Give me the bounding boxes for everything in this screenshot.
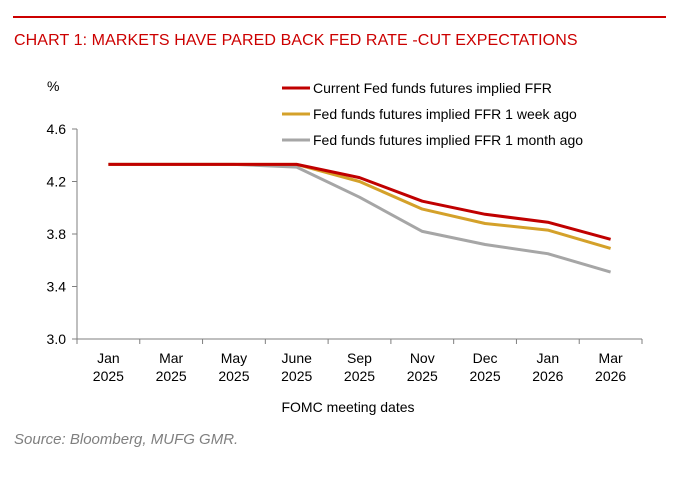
x-tick-label-line: 2025	[407, 368, 438, 384]
x-tick-label: Nov 2025	[407, 350, 438, 384]
x-tick-label-line: Mar	[599, 350, 623, 366]
series-line-0	[108, 162, 611, 241]
x-tick-label: Sep 2025	[344, 350, 375, 384]
x-tick-label-line: 2025	[281, 368, 312, 384]
x-tick-label-line: Mar	[159, 350, 183, 366]
legend-label: Current Fed funds futures implied FFR	[313, 80, 552, 96]
x-axis-title: FOMC meeting dates	[281, 399, 414, 415]
legend-label: Fed funds futures implied FFR 1 week ago	[313, 106, 577, 122]
x-tick-label-line: 2025	[156, 368, 187, 384]
x-tick-label: Jan 2026	[532, 350, 563, 384]
x-tick-label-line: Dec	[473, 350, 498, 366]
x-tick-label: May 2025	[218, 350, 249, 384]
y-tick-label: 4.6	[47, 121, 67, 137]
x-tick-label-line: 2025	[93, 368, 124, 384]
x-tick-label: June 2025	[281, 350, 312, 384]
chart-title: CHART 1: MARKETS HAVE PARED BACK FED RAT…	[14, 32, 578, 49]
source-note: Source: Bloomberg, MUFG GMR.	[14, 431, 239, 448]
x-tick-label-line: 2025	[218, 368, 249, 384]
x-tick-label-line: 2025	[469, 368, 500, 384]
x-tick-label: Jan 2025	[93, 350, 124, 384]
y-tick-label: 3.4	[47, 279, 67, 295]
y-tick-label: 3.8	[47, 226, 67, 242]
series-lines	[108, 162, 612, 274]
y-axis-unit-label: %	[47, 78, 59, 94]
x-tick-label-line: Jan	[537, 350, 560, 366]
title-rule	[13, 16, 666, 18]
x-tick-label-line: 2025	[344, 368, 375, 384]
legend: Current Fed funds futures implied FFR Fed…	[282, 80, 583, 148]
x-tick-label-line: Nov	[410, 350, 435, 366]
x-tick-label-line: 2026	[595, 368, 626, 384]
x-tick-label: Dec 2025	[469, 350, 500, 384]
y-tick-label: 4.2	[47, 174, 67, 190]
legend-label: Fed funds futures implied FFR 1 month ag…	[313, 132, 583, 148]
y-tick-label: 3.0	[47, 331, 67, 347]
x-tick-label-line: May	[221, 350, 247, 366]
x-tick-label-line: June	[282, 350, 313, 366]
x-tick-label: Mar 2026	[595, 350, 626, 384]
x-tick-label-line: Jan	[97, 350, 120, 366]
x-tick-label-line: 2026	[532, 368, 563, 384]
x-tick-label-line: Sep	[347, 350, 372, 366]
x-tick-label: Mar 2025	[156, 350, 187, 384]
